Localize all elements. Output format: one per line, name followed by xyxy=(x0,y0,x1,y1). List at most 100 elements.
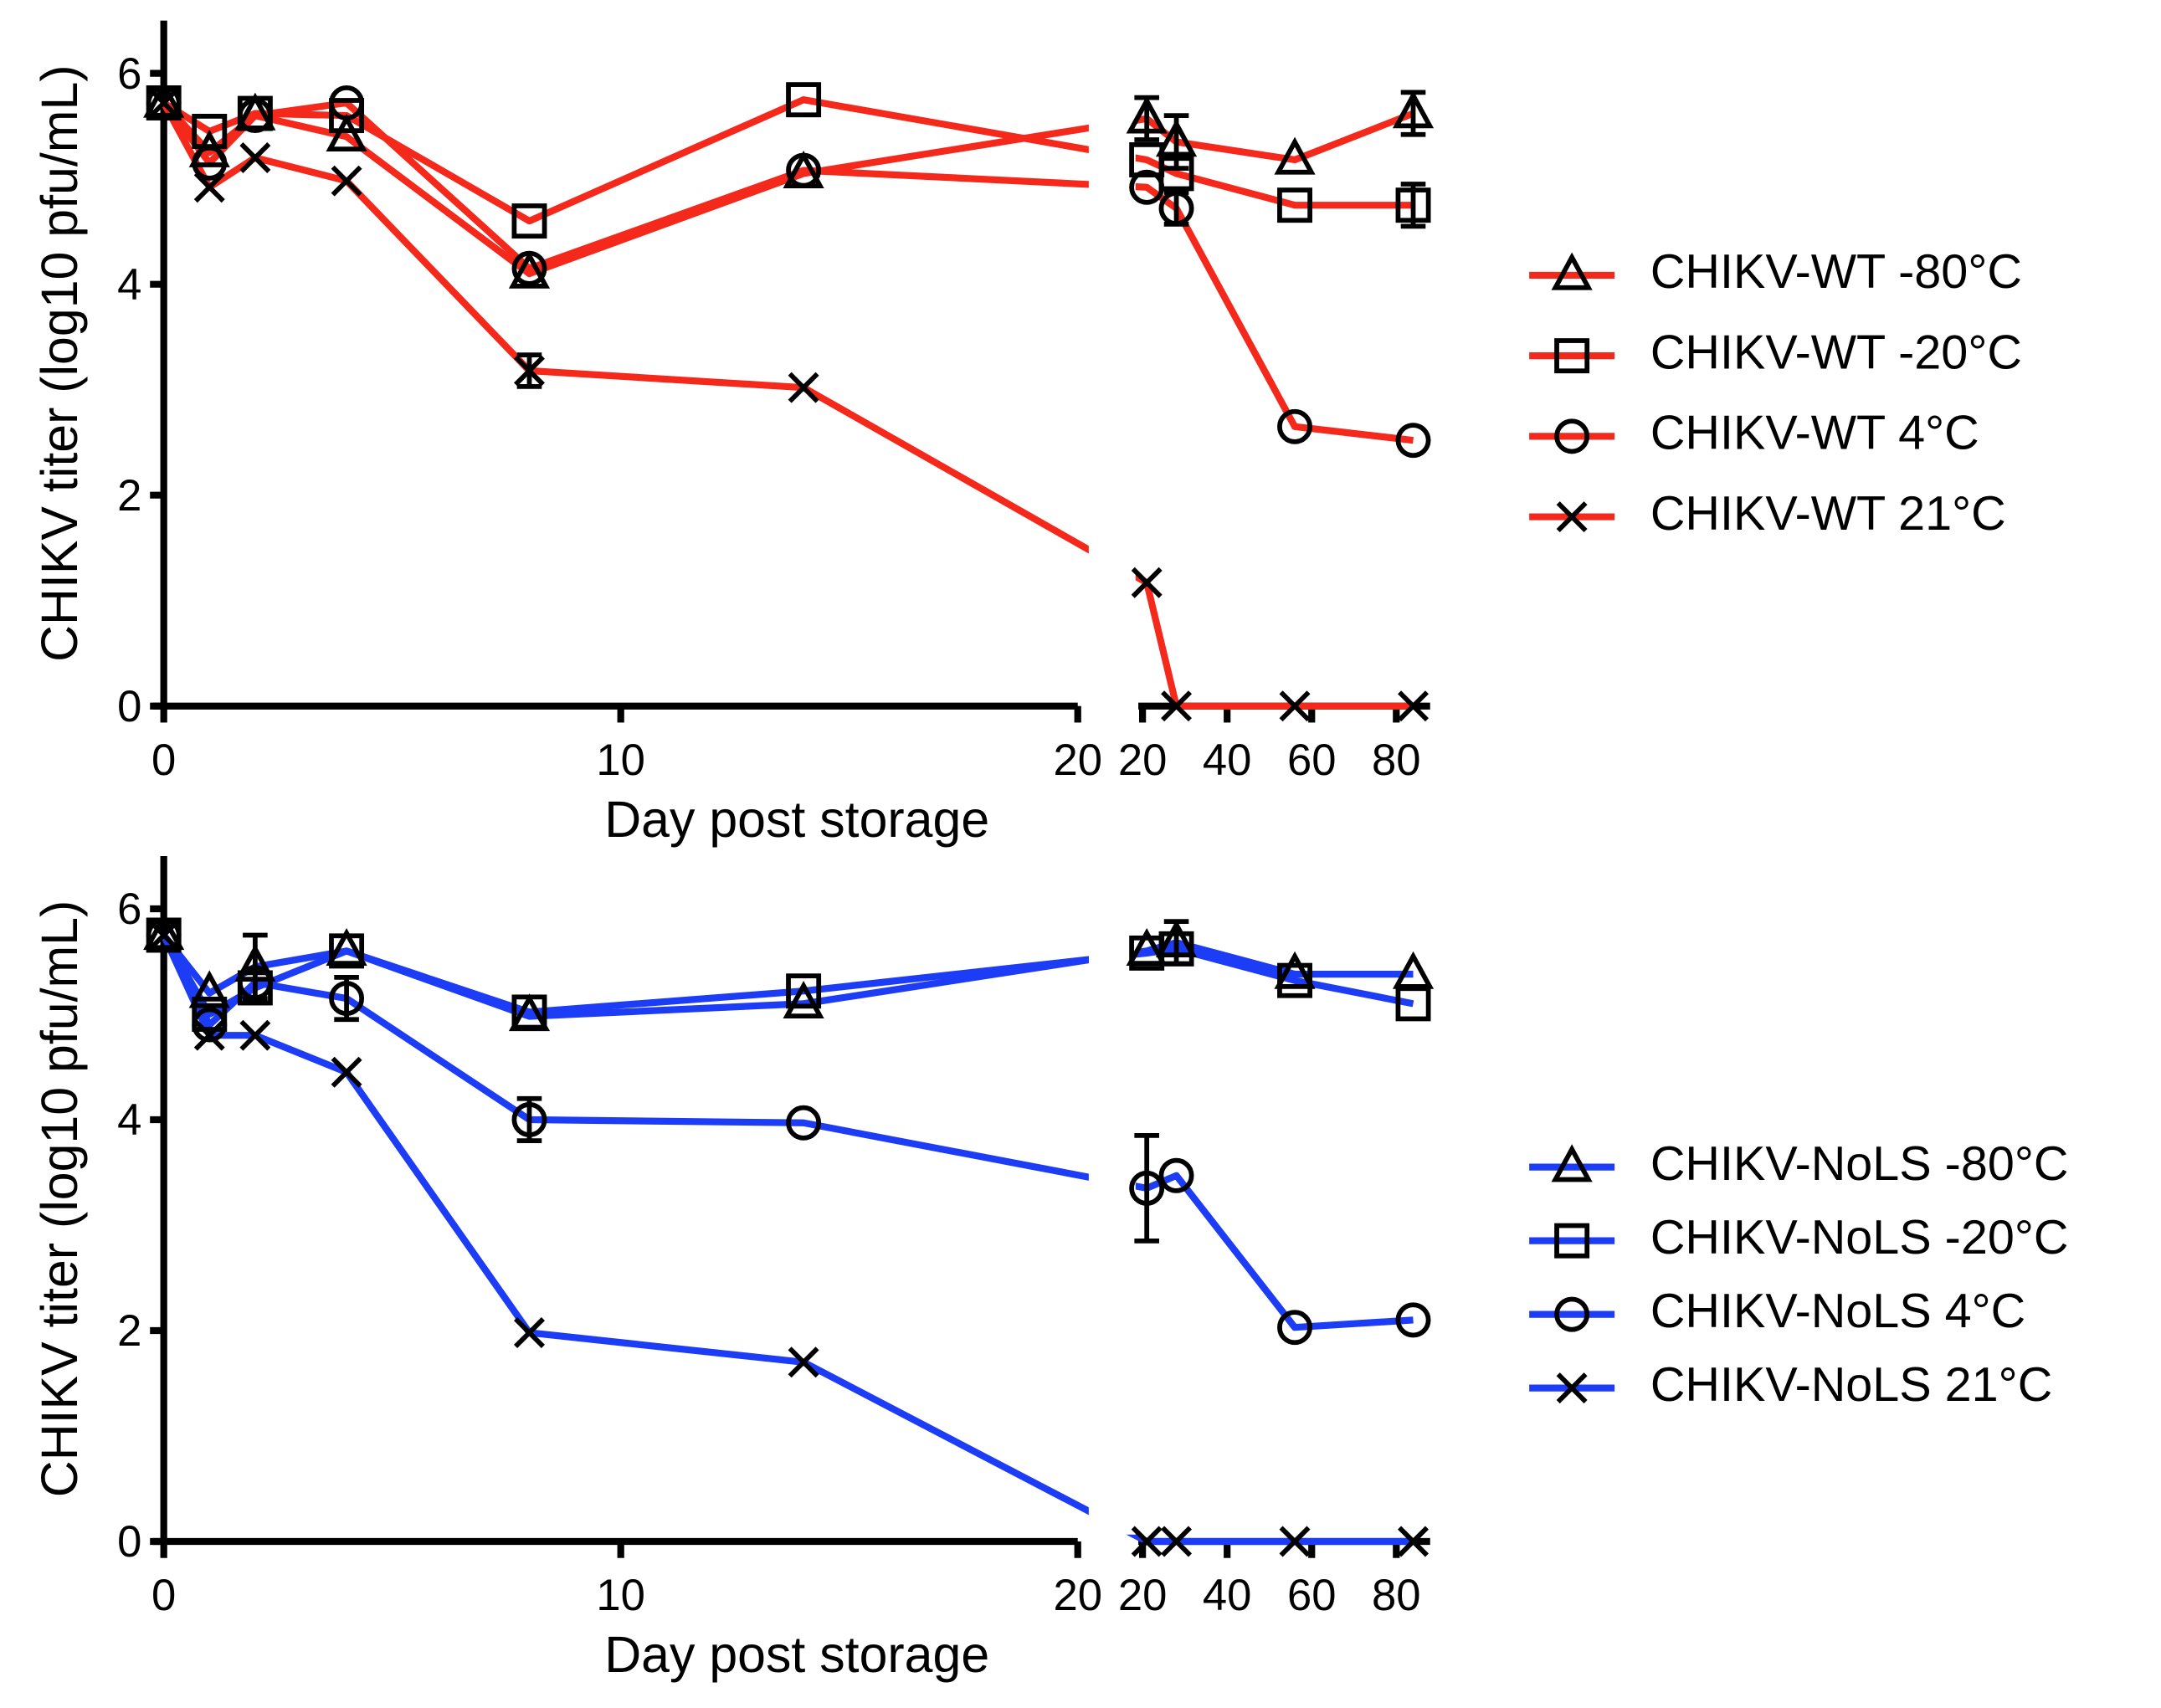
error-bar xyxy=(1134,1133,1159,1244)
point xyxy=(1158,931,1194,967)
x-tick-label: 20 xyxy=(1053,1571,1102,1620)
point xyxy=(329,981,365,1017)
point xyxy=(237,98,273,134)
x-axis-label: Day post storage xyxy=(604,1626,989,1683)
legend-marker xyxy=(1556,501,1588,533)
point xyxy=(1155,919,1198,957)
point xyxy=(143,80,185,118)
point xyxy=(514,1317,545,1348)
point xyxy=(237,965,273,1001)
legend-label: CHIKV-WT -20°C xyxy=(1650,326,2022,379)
point xyxy=(1158,190,1194,226)
legend-label: CHIKV-WT 4°C xyxy=(1650,407,1979,460)
legend-marker xyxy=(1554,1296,1590,1332)
point xyxy=(1277,408,1313,444)
point xyxy=(193,1019,225,1051)
y-tick-label: 6 xyxy=(117,49,141,99)
y-tick-label: 4 xyxy=(117,260,141,310)
point xyxy=(1161,1526,1193,1557)
point xyxy=(331,1056,362,1088)
point xyxy=(508,250,551,289)
series-line xyxy=(161,100,1414,710)
point xyxy=(192,145,228,181)
x-tick-label: 20 xyxy=(1118,1571,1168,1620)
point xyxy=(511,994,547,1030)
point xyxy=(1395,986,1431,1022)
point xyxy=(1126,95,1168,134)
point xyxy=(786,1105,822,1141)
point xyxy=(786,82,822,118)
point xyxy=(1158,1157,1194,1193)
point xyxy=(1131,1526,1163,1557)
point xyxy=(188,970,230,1008)
point xyxy=(1131,567,1163,598)
point xyxy=(1395,1302,1431,1338)
point xyxy=(1161,690,1193,722)
x-tick-label: 0 xyxy=(151,1571,176,1620)
point xyxy=(1398,690,1430,722)
x-tick-label: 80 xyxy=(1372,1571,1421,1620)
point xyxy=(511,203,547,239)
legend-marker xyxy=(1551,1144,1593,1182)
point xyxy=(1398,1526,1430,1557)
legend-marker xyxy=(1554,1223,1590,1259)
x-tick-label: 10 xyxy=(596,1571,645,1620)
point xyxy=(329,933,365,969)
point xyxy=(786,973,822,1009)
legend-marker xyxy=(1554,418,1590,454)
x-tick-label: 40 xyxy=(1203,1571,1252,1620)
point xyxy=(786,152,822,188)
legend-marker xyxy=(1554,338,1590,374)
x-tick-label: 20 xyxy=(1118,736,1168,785)
point xyxy=(193,172,225,203)
y-tick-label: 4 xyxy=(117,1095,141,1145)
x-tick-label: 60 xyxy=(1287,1571,1337,1620)
point xyxy=(192,1007,228,1043)
point xyxy=(234,943,276,982)
point xyxy=(1277,187,1313,223)
y-axis-label: CHIKV titer (log10 pfu/mL) xyxy=(31,64,88,661)
y-tick-label: 2 xyxy=(117,1306,141,1356)
x-tick-label: 80 xyxy=(1372,736,1421,785)
point xyxy=(788,372,819,403)
point xyxy=(239,141,271,173)
point xyxy=(329,98,365,134)
point xyxy=(1129,1170,1165,1206)
point xyxy=(1274,951,1316,989)
point xyxy=(326,927,367,967)
point xyxy=(1126,927,1168,967)
point xyxy=(1279,690,1311,722)
point xyxy=(1155,119,1198,157)
legend-label: CHIKV-NoLS 4°C xyxy=(1650,1285,2025,1338)
point xyxy=(1274,136,1316,175)
y-tick-label: 0 xyxy=(117,682,141,731)
x-tick-label: 40 xyxy=(1203,736,1252,785)
x-tick-label: 20 xyxy=(1053,736,1102,785)
point xyxy=(148,919,180,951)
point xyxy=(1277,1310,1313,1346)
point xyxy=(1277,962,1313,998)
legend-label: CHIKV-NoLS -20°C xyxy=(1650,1211,2069,1264)
series-line xyxy=(160,933,1414,1546)
series-line xyxy=(161,99,1414,444)
series-line xyxy=(161,932,1414,1020)
point xyxy=(192,997,228,1032)
x-tick-label: 0 xyxy=(151,736,176,785)
point xyxy=(783,980,824,1019)
x-tick-label: 60 xyxy=(1287,736,1337,785)
y-tick-label: 0 xyxy=(117,1517,141,1567)
point xyxy=(146,917,182,953)
point xyxy=(788,1346,819,1378)
point xyxy=(1158,156,1194,192)
series-line xyxy=(161,933,1414,1331)
series-line xyxy=(162,96,1414,225)
y-axis-label: CHIKV titer (log10 pfu/mL) xyxy=(31,900,88,1498)
point xyxy=(1395,423,1431,459)
point xyxy=(148,87,180,119)
point xyxy=(514,355,545,387)
point xyxy=(326,113,367,151)
y-tick-label: 2 xyxy=(117,471,141,521)
point xyxy=(1392,90,1435,129)
